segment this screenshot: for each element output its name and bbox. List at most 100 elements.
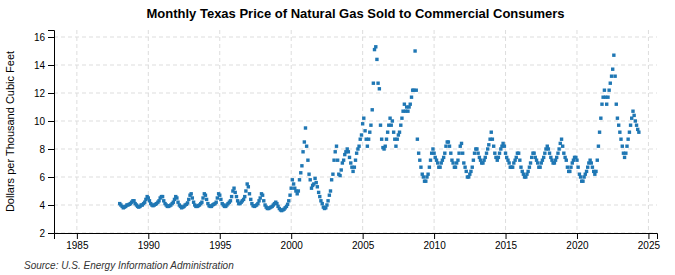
point (461, 152, 464, 155)
point (305, 145, 308, 148)
point (613, 75, 616, 78)
tick: 2020 (566, 233, 589, 251)
point (611, 68, 614, 71)
point (262, 199, 265, 202)
point (575, 159, 578, 162)
point (462, 161, 465, 164)
point (248, 192, 251, 195)
point (447, 140, 450, 143)
tick-mark (48, 233, 54, 234)
tick-mark (434, 233, 435, 239)
tick: 2 (39, 228, 54, 239)
point (515, 156, 518, 159)
tick-label: 12 (34, 88, 46, 99)
point (357, 145, 360, 148)
point (603, 89, 606, 92)
tick: 12 (34, 88, 54, 99)
point (547, 147, 550, 150)
x-axis: 198519901995200020052010201520202025 (55, 233, 661, 251)
tick: 16 (34, 32, 54, 43)
point (586, 166, 589, 169)
point (355, 152, 358, 155)
point (560, 138, 563, 141)
tick: 2015 (495, 233, 518, 251)
point (542, 156, 545, 159)
tick-mark (77, 233, 78, 239)
grid-line (219, 30, 220, 233)
tick-mark (291, 233, 292, 239)
point (316, 185, 319, 188)
grid-line (434, 30, 435, 233)
grid-line (54, 65, 657, 66)
point (375, 58, 378, 61)
grid-line (148, 30, 149, 233)
point (321, 202, 324, 205)
point (519, 166, 522, 169)
point (286, 203, 289, 206)
tick-label: 2025 (638, 240, 661, 251)
point (330, 178, 333, 181)
point (555, 156, 558, 159)
point (230, 195, 233, 198)
tick-mark (148, 233, 149, 239)
point (529, 161, 532, 164)
point (637, 131, 640, 134)
tick-mark (48, 177, 54, 178)
point (422, 175, 425, 178)
tick-label: 2005 (352, 240, 375, 251)
point (486, 147, 489, 150)
point (415, 89, 418, 92)
point (493, 152, 496, 155)
point (315, 181, 318, 184)
tick-label: 14 (34, 60, 46, 71)
point (413, 49, 416, 52)
point (476, 152, 479, 155)
point (543, 152, 546, 155)
point (609, 82, 612, 85)
tick-mark (48, 205, 54, 206)
point (409, 103, 412, 106)
point (623, 156, 626, 159)
point (594, 170, 597, 173)
tick-mark (48, 65, 54, 66)
point (465, 170, 468, 173)
point (247, 185, 250, 188)
tick-mark (577, 233, 578, 239)
point (175, 196, 178, 199)
point (335, 145, 338, 148)
point (585, 170, 588, 173)
point (518, 159, 521, 162)
point (342, 159, 345, 162)
point (565, 159, 568, 162)
point (511, 166, 514, 169)
point (187, 198, 190, 201)
tick: 4 (39, 200, 54, 211)
point (379, 124, 382, 127)
point (610, 75, 613, 78)
point (298, 178, 301, 181)
tick-label: 2 (39, 228, 45, 239)
point (366, 145, 369, 148)
point (249, 198, 252, 201)
point (359, 138, 362, 141)
point (161, 195, 164, 198)
point (626, 138, 629, 141)
point (326, 199, 329, 202)
point (569, 166, 572, 169)
point (504, 152, 507, 155)
point (526, 170, 529, 173)
point (417, 152, 420, 155)
y-axis: 246810121416 (34, 31, 55, 239)
point (328, 194, 331, 197)
point (469, 170, 472, 173)
point (442, 156, 445, 159)
point (349, 161, 352, 164)
point (568, 170, 571, 173)
point (371, 108, 374, 111)
point (429, 159, 432, 162)
point (530, 156, 533, 159)
tick-mark (506, 233, 507, 239)
point (635, 124, 638, 127)
grid-line (505, 30, 506, 233)
point (186, 201, 189, 204)
